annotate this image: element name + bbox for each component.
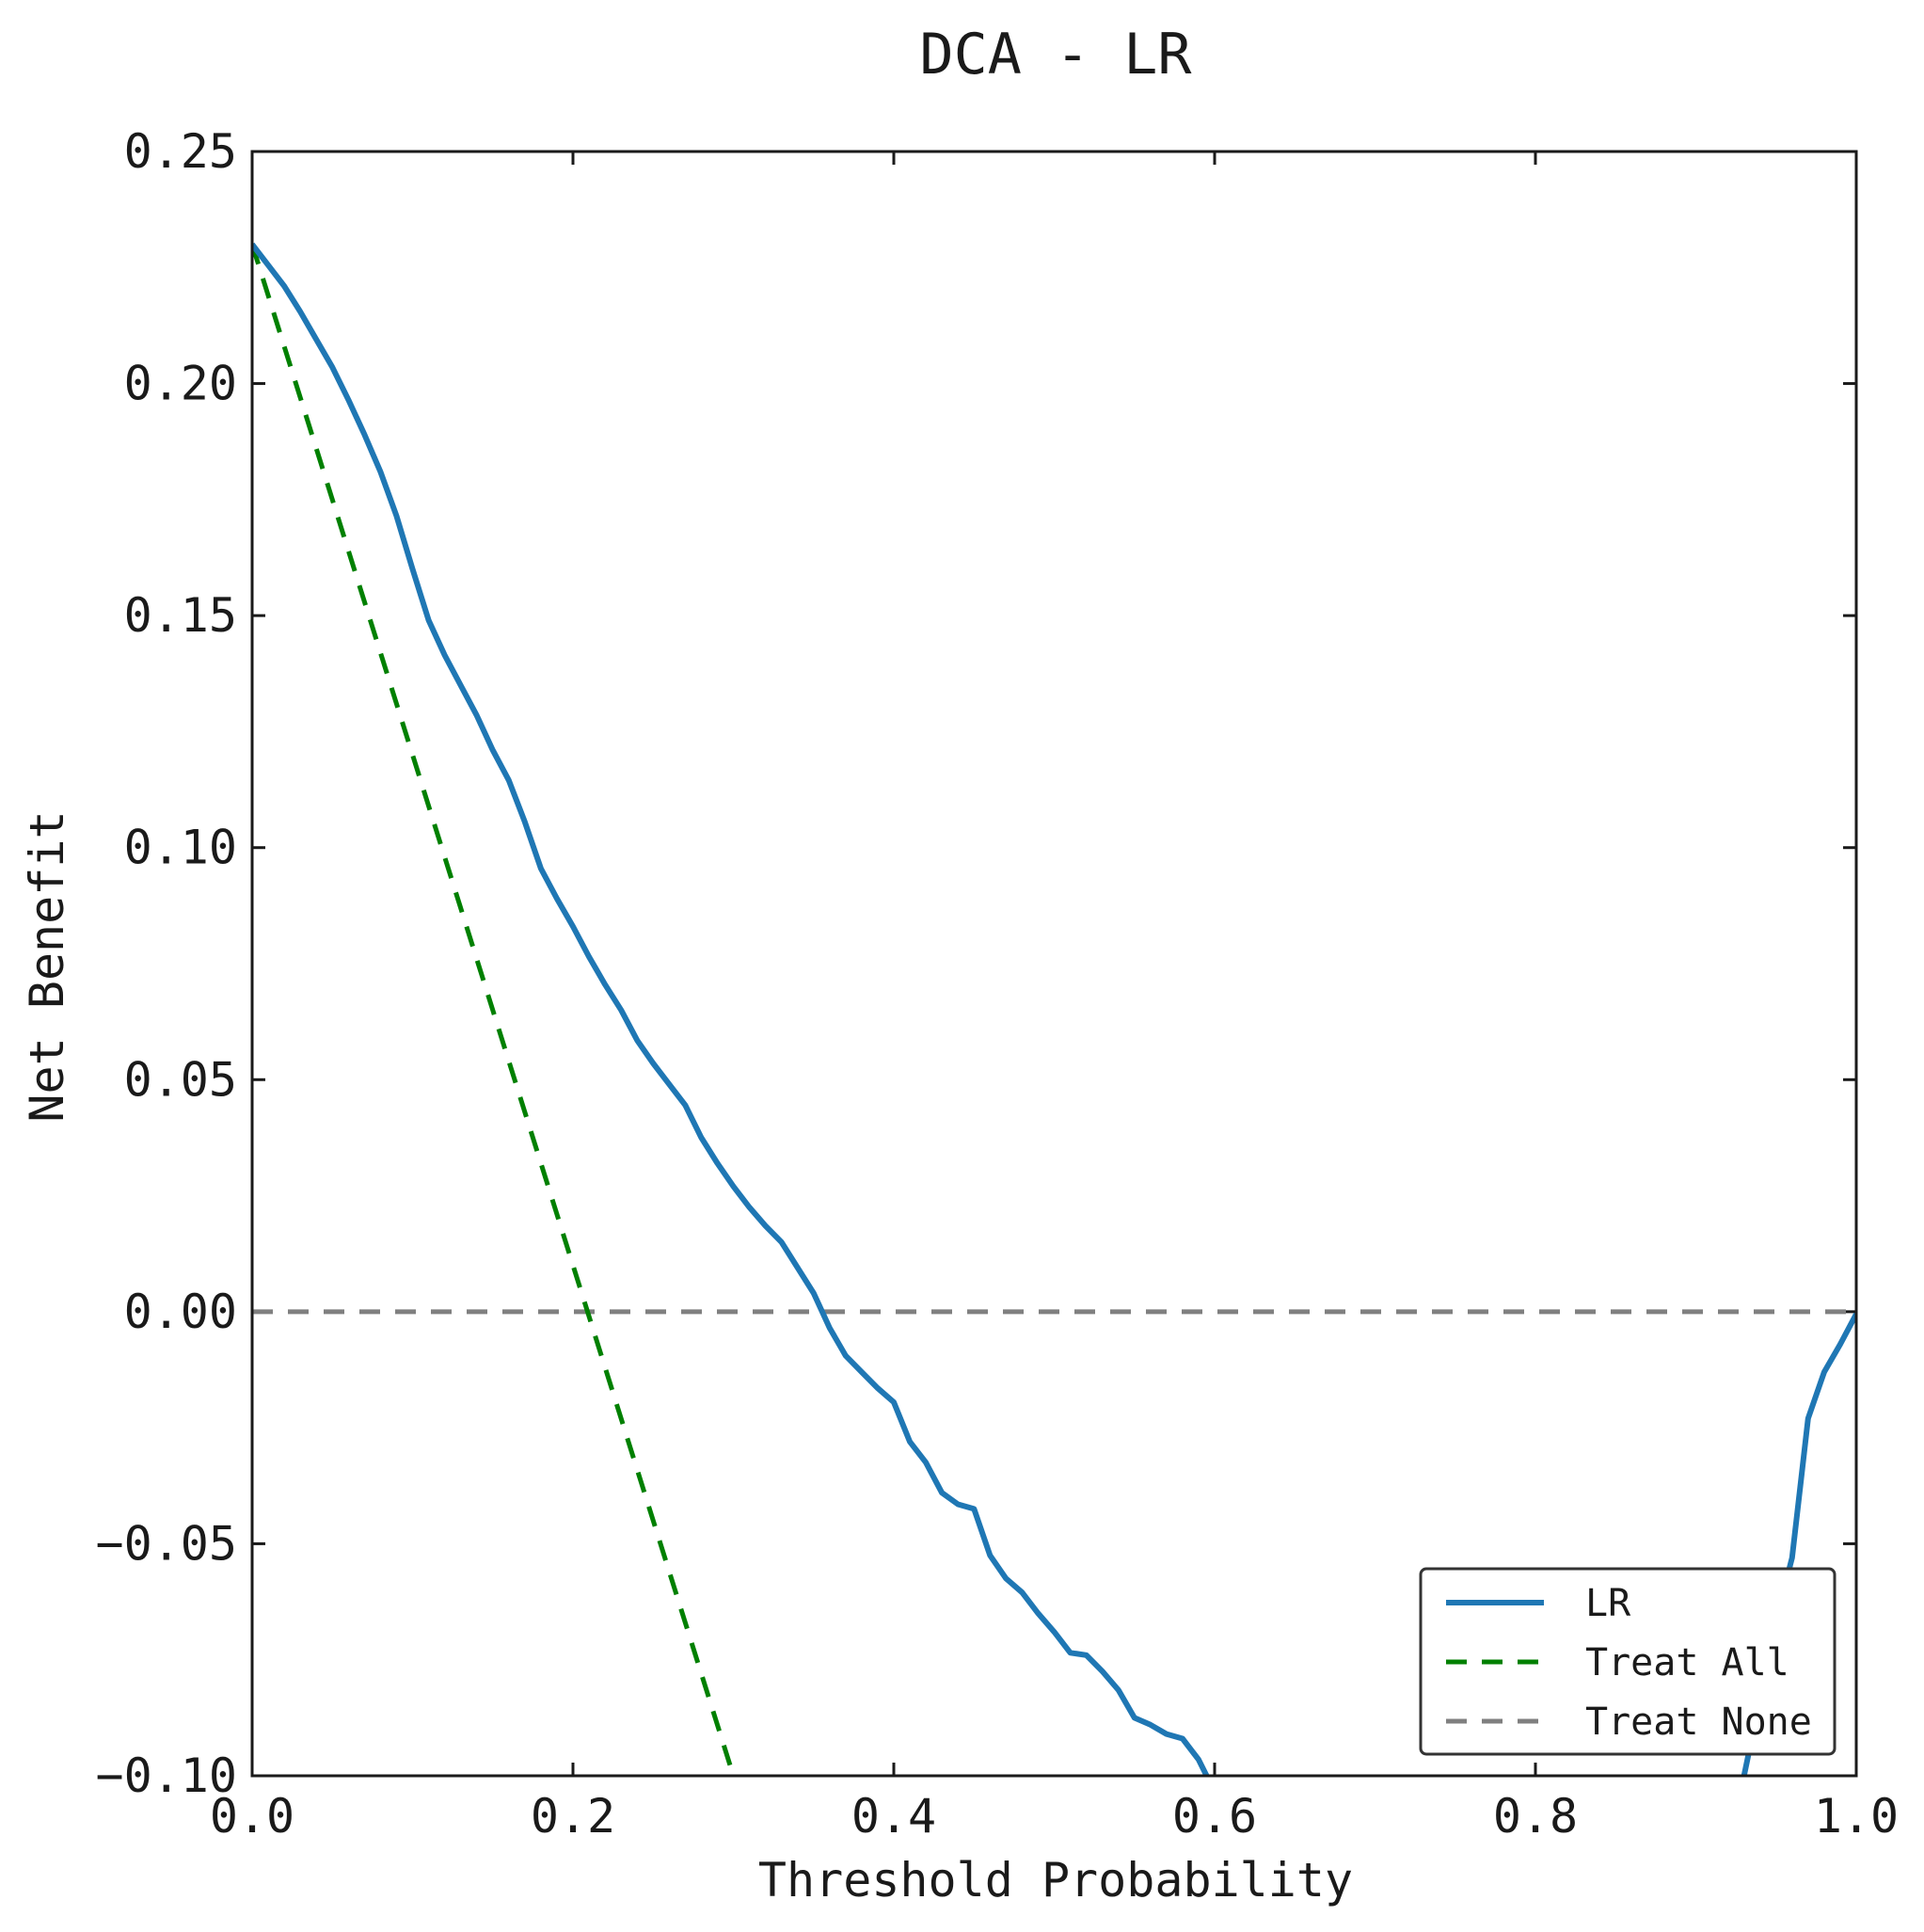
- x-tick-label: 0.4: [851, 1789, 936, 1844]
- x-axis-label: Threshold Probability: [758, 1853, 1353, 1908]
- axis-ticks: 0.0 0.2 0.4 0.6 0.8 1.0 0.25 0.20 0.15 0.10 0.05 0.…: [95, 124, 1899, 1844]
- legend-label: Treat None: [1585, 1700, 1812, 1744]
- chart-title: DCA - LR: [920, 22, 1193, 88]
- x-tick-label: 0.2: [531, 1789, 615, 1844]
- y-tick-label: 0.00: [124, 1285, 237, 1339]
- x-tick-label: 0.0: [210, 1789, 294, 1844]
- y-axis-label: Net Benefit: [20, 810, 74, 1122]
- x-tick-label: 0.8: [1493, 1789, 1578, 1844]
- y-tick-label: −0.05: [95, 1516, 237, 1571]
- y-tick-label: 0.15: [124, 588, 237, 643]
- series-line-lr: [252, 242, 1210, 1776]
- legend: LR Treat All Treat None: [1419, 1567, 1837, 1756]
- y-tick-label: 0.05: [124, 1052, 237, 1107]
- y-tick-label: −0.10: [95, 1748, 237, 1803]
- legend-label: LR: [1585, 1582, 1631, 1625]
- y-tick-label: 0.25: [124, 124, 237, 179]
- y-tick-label: 0.20: [124, 357, 237, 411]
- legend-box: [1419, 1567, 1837, 1756]
- legend-label: Treat All: [1585, 1641, 1789, 1685]
- y-tick-label: 0.10: [124, 821, 237, 875]
- plot-series: [252, 242, 1856, 1776]
- plot-frame: [250, 150, 1858, 1778]
- x-tick-label: 0.6: [1172, 1789, 1257, 1844]
- x-tick-label: 1.0: [1814, 1789, 1899, 1844]
- series-line-treat-all: [252, 243, 736, 1776]
